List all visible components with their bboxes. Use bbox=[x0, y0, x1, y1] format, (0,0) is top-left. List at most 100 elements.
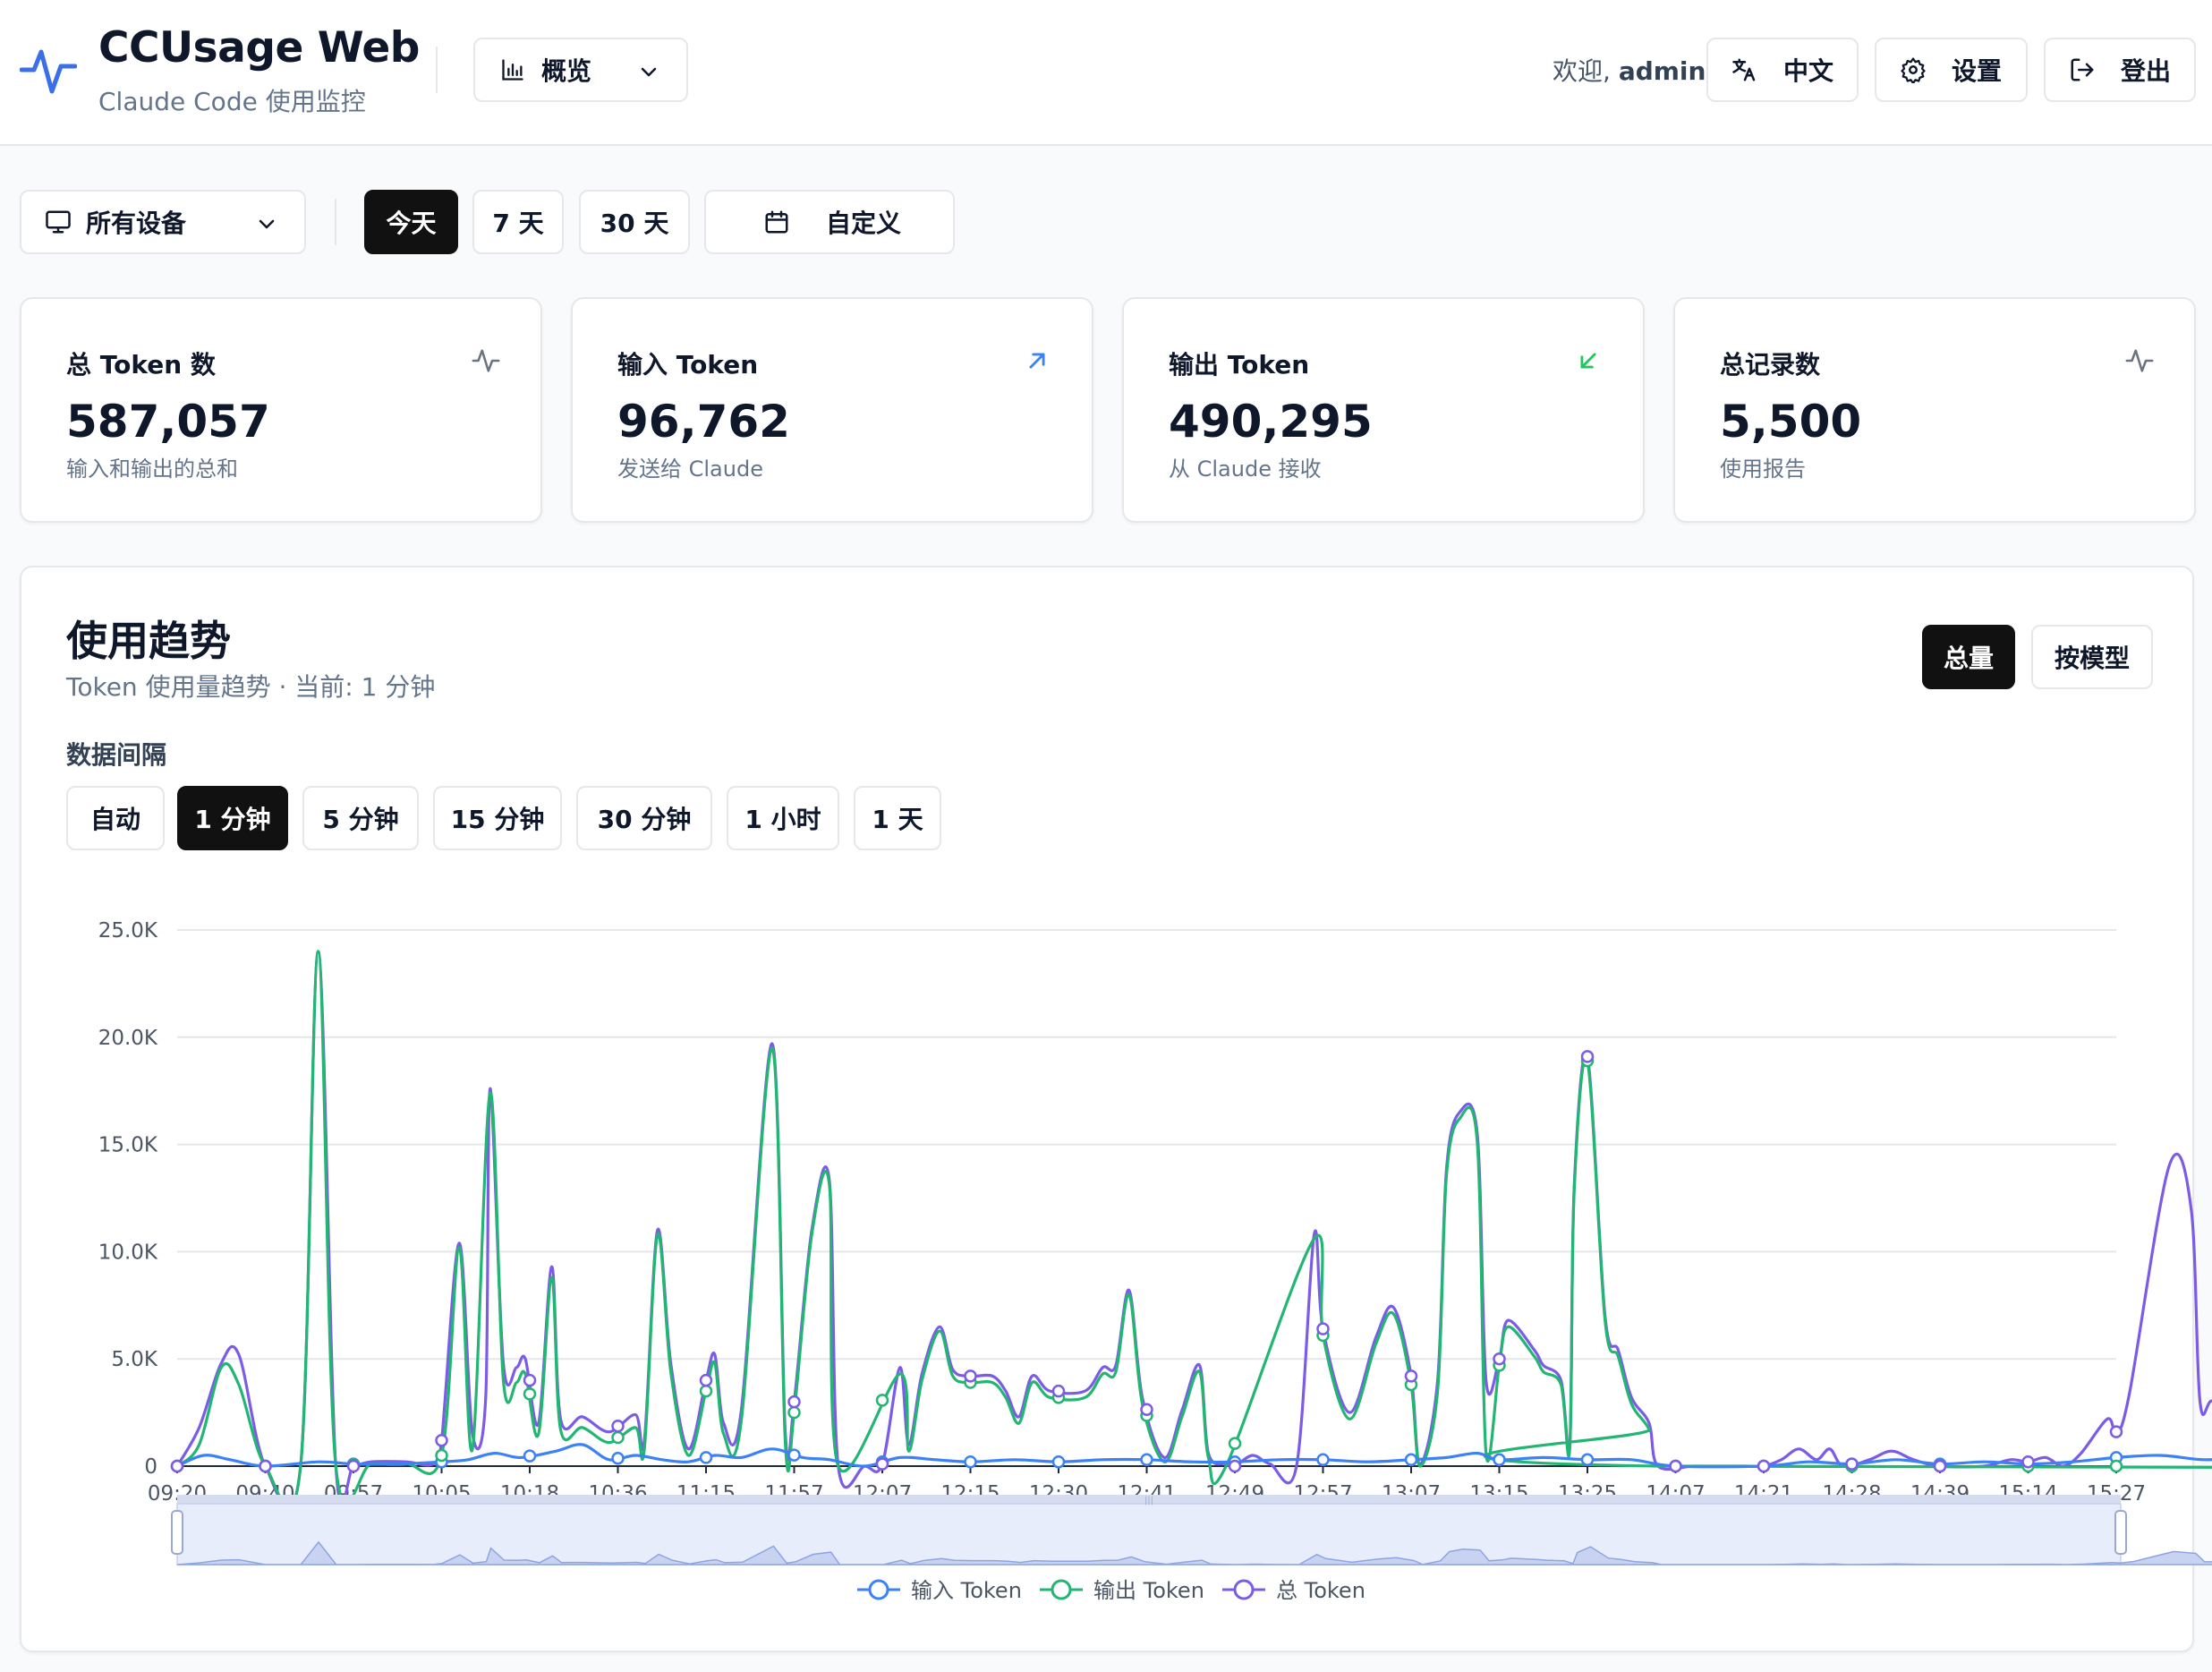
data-point-marker bbox=[787, 1405, 801, 1420]
data-point-marker bbox=[699, 1384, 713, 1398]
stat-description: 从 Claude 接收 bbox=[1169, 456, 1322, 482]
legend-label: 总 Token bbox=[1276, 1578, 1365, 1603]
legend-swatch-marker bbox=[1051, 1579, 1072, 1600]
data-point-marker bbox=[1316, 1453, 1330, 1467]
legend-swatch-marker bbox=[868, 1579, 889, 1600]
settings-button[interactable]: 设置 bbox=[1875, 38, 2028, 102]
zoom-handle-right bbox=[2114, 1510, 2127, 1555]
arrow-up-right-icon bbox=[1029, 353, 1045, 369]
legend-swatch-marker bbox=[1233, 1579, 1255, 1600]
data-point-marker bbox=[964, 1369, 977, 1383]
data-point-marker bbox=[1493, 1453, 1506, 1467]
translate-icon bbox=[1732, 58, 1756, 81]
top-header: CCUsage Web Claude Code 使用监控 概览 欢迎, admi… bbox=[0, 0, 2212, 146]
interval-5m-button[interactable]: 5 分钟 bbox=[302, 786, 419, 850]
zoom-window bbox=[176, 1503, 2122, 1565]
welcome-text: 欢迎, admin bbox=[1553, 52, 1706, 88]
y-tick-label: 10.0K bbox=[98, 1241, 158, 1264]
data-point-marker bbox=[787, 1395, 801, 1409]
stat-card-total-records: 总记录数 5,500 使用报告 bbox=[1673, 297, 2196, 523]
custom-range-button[interactable]: 自定义 bbox=[704, 190, 955, 254]
interval-1m-button[interactable]: 1 分钟 bbox=[177, 786, 288, 850]
arrow-down-left-icon bbox=[1580, 353, 1596, 369]
data-point-marker bbox=[1051, 1454, 1066, 1469]
device-select-label: 所有设备 bbox=[86, 209, 187, 238]
zoom-grip: ||| bbox=[1144, 1496, 1153, 1506]
data-point-marker bbox=[1316, 1322, 1330, 1335]
data-point-marker bbox=[1404, 1453, 1418, 1467]
trend-title: 使用趋势 bbox=[66, 617, 231, 665]
activity-logo-icon bbox=[20, 49, 77, 94]
data-point-marker bbox=[1580, 1453, 1595, 1467]
y-tick-label: 20.0K bbox=[98, 1027, 158, 1050]
y-tick-label: 0 bbox=[144, 1455, 157, 1479]
stat-description: 输入和输出的总和 bbox=[66, 456, 238, 482]
zoom-preview-area bbox=[176, 1540, 2212, 1565]
logout-icon bbox=[2071, 58, 2094, 81]
range-30d-button[interactable]: 30 天 bbox=[579, 190, 690, 254]
data-point-marker bbox=[435, 1433, 448, 1447]
data-point-marker bbox=[523, 1373, 537, 1387]
app-title: CCUsage Web bbox=[98, 23, 420, 73]
data-point-marker bbox=[964, 1454, 977, 1469]
y-tick-label: 5.0K bbox=[111, 1348, 158, 1371]
activity-icon bbox=[472, 349, 500, 372]
data-point-marker bbox=[787, 1448, 801, 1462]
language-button[interactable]: 中文 bbox=[1706, 38, 1859, 102]
interval-30m-button[interactable]: 30 分钟 bbox=[576, 786, 712, 850]
interval-auto-button[interactable]: 自动 bbox=[66, 786, 165, 850]
logout-button[interactable]: 登出 bbox=[2044, 38, 2196, 102]
data-point-marker bbox=[1493, 1352, 1506, 1366]
calendar-icon bbox=[765, 210, 788, 234]
series-line bbox=[176, 1443, 2212, 1469]
gear-icon bbox=[1901, 57, 1926, 83]
mode-total-button[interactable]: 总量 bbox=[1922, 625, 2015, 689]
data-point-marker bbox=[170, 1459, 184, 1473]
stat-label: 输入 Token bbox=[617, 350, 759, 380]
stat-label: 总记录数 bbox=[1720, 350, 1821, 380]
stat-card-output-tokens: 输出 Token 490,295 从 Claude 接收 bbox=[1122, 297, 1645, 523]
stat-card-input-tokens: 输入 Token 96,762 发送给 Claude bbox=[571, 297, 1093, 523]
stat-value: 96,762 bbox=[617, 396, 790, 448]
data-point-marker bbox=[2021, 1454, 2035, 1469]
settings-label: 设置 bbox=[1952, 56, 2003, 86]
data-point-marker bbox=[1404, 1369, 1418, 1383]
app-subtitle: Claude Code 使用监控 bbox=[98, 87, 366, 116]
data-point-marker bbox=[875, 1394, 889, 1407]
custom-range-label: 自定义 bbox=[826, 209, 902, 238]
series-line bbox=[175, 950, 2212, 1510]
device-select[interactable]: 所有设备 bbox=[20, 190, 306, 254]
interval-1d-button[interactable]: 1 天 bbox=[854, 786, 941, 850]
welcome-prefix: 欢迎, bbox=[1553, 56, 1619, 86]
y-tick-label: 15.0K bbox=[98, 1134, 158, 1157]
data-point-marker bbox=[1845, 1457, 1859, 1471]
legend-label: 输入 Token bbox=[911, 1578, 1022, 1603]
data-point-marker bbox=[1933, 1459, 1947, 1473]
stat-value: 587,057 bbox=[66, 396, 270, 448]
interval-15m-button[interactable]: 15 分钟 bbox=[433, 786, 562, 850]
header-divider bbox=[436, 47, 438, 93]
stat-label: 总 Token 数 bbox=[66, 350, 216, 380]
data-point-marker bbox=[2109, 1459, 2123, 1473]
interval-label: 数据间隔 bbox=[66, 740, 167, 770]
data-point-marker bbox=[699, 1451, 713, 1464]
interval-1h-button[interactable]: 1 小时 bbox=[727, 786, 839, 850]
data-point-marker bbox=[346, 1459, 361, 1473]
mode-by-model-button[interactable]: 按模型 bbox=[2031, 625, 2153, 689]
data-point-marker bbox=[1669, 1459, 1682, 1473]
usage-trend-card: 使用趋势 Token 使用量趋势 · 当前: 1 分钟 总量 按模型 数据间隔 … bbox=[20, 566, 2194, 1652]
range-today-button[interactable]: 今天 bbox=[364, 190, 458, 254]
language-label: 中文 bbox=[1783, 56, 1834, 86]
zoom-handle-left bbox=[171, 1510, 183, 1555]
logout-label: 登出 bbox=[2121, 56, 2172, 86]
range-7d-button[interactable]: 7 天 bbox=[472, 190, 564, 254]
data-point-marker bbox=[699, 1373, 713, 1387]
data-point-marker bbox=[611, 1430, 625, 1445]
trend-subtitle: Token 使用量趋势 · 当前: 1 分钟 bbox=[66, 672, 436, 702]
data-point-marker bbox=[1051, 1384, 1066, 1398]
data-point-marker bbox=[1140, 1403, 1153, 1416]
data-point-marker bbox=[611, 1420, 625, 1433]
monitor-icon bbox=[46, 210, 71, 234]
view-select[interactable]: 概览 bbox=[473, 38, 688, 102]
